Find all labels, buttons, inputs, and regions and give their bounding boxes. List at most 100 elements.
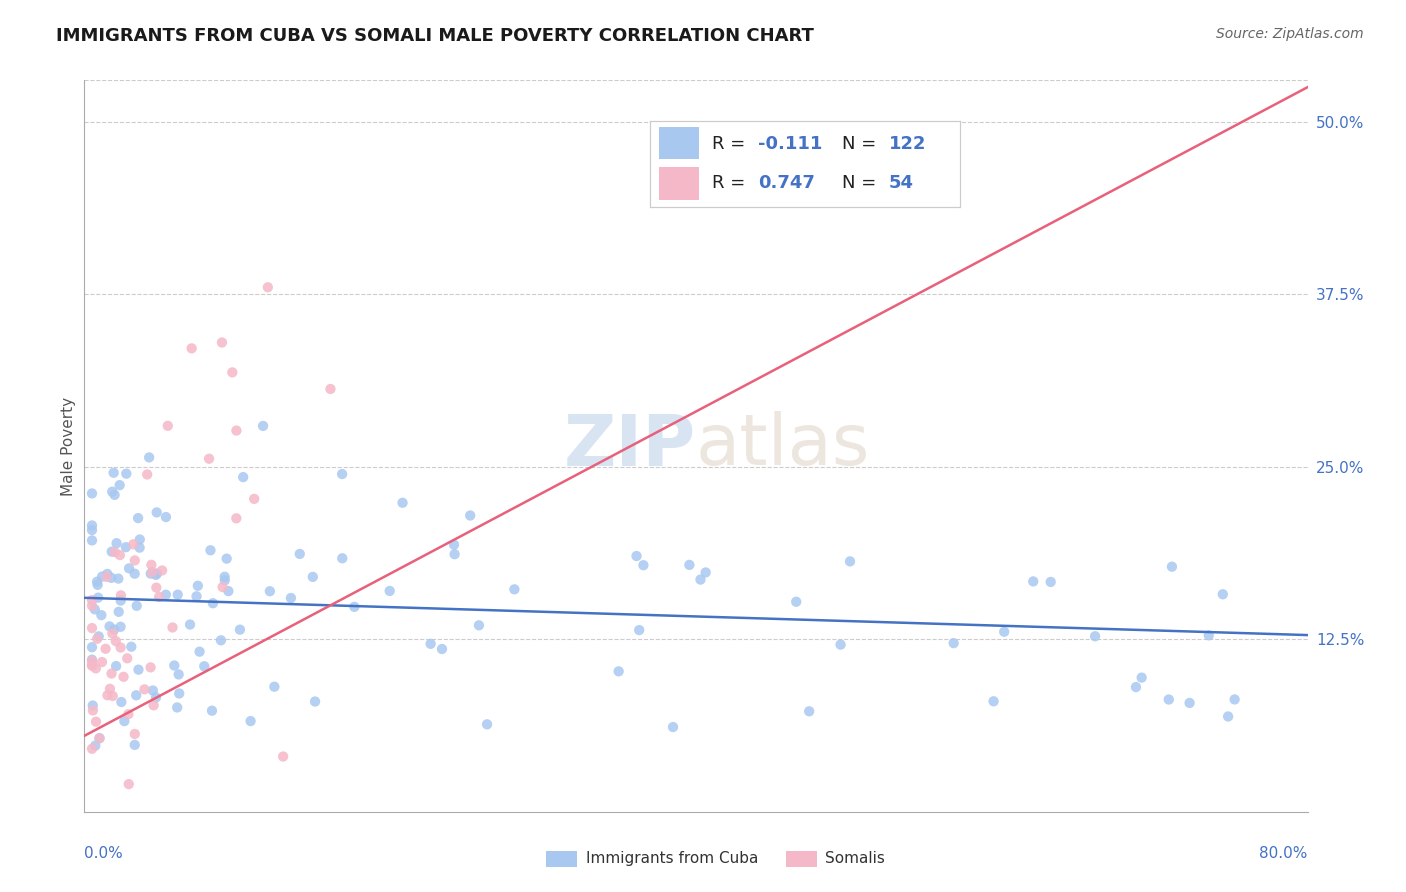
Point [319, 382, 342, 396]
Point [301, 570, 323, 584]
Point [145, 690, 167, 705]
Text: ZIP: ZIP [564, 411, 696, 481]
Point [180, 342, 202, 356]
Text: atlas: atlas [696, 411, 870, 481]
Point [80, 654, 103, 668]
Point [96, 570, 118, 584]
Point [80, 593, 103, 607]
Text: R =: R = [711, 174, 751, 192]
Point [84, 661, 107, 675]
Point [80, 657, 103, 672]
Point [110, 593, 132, 607]
Point [124, 566, 146, 581]
Point [127, 663, 149, 677]
Point [259, 584, 281, 599]
Point [112, 714, 135, 728]
Point [115, 467, 138, 481]
Point [110, 620, 132, 634]
Point [104, 488, 127, 502]
Point [343, 599, 366, 614]
Point [80, 518, 103, 533]
Point [330, 467, 353, 481]
Point [122, 537, 145, 551]
Point [138, 450, 160, 465]
Point [288, 547, 311, 561]
Point [84, 739, 107, 753]
Point [628, 623, 651, 637]
Point [443, 538, 465, 552]
Point [80, 599, 103, 613]
Point [128, 541, 150, 555]
Point [98, 619, 121, 633]
Point [662, 720, 685, 734]
Point [211, 580, 233, 594]
Point [166, 700, 188, 714]
Bar [659, 167, 699, 200]
Text: N =: N = [842, 135, 883, 153]
Point [607, 665, 630, 679]
Point [257, 280, 280, 294]
Point [378, 583, 401, 598]
Y-axis label: Male Poverty: Male Poverty [60, 396, 76, 496]
Point [200, 543, 222, 558]
Point [103, 623, 125, 637]
Point [110, 695, 132, 709]
Point [198, 451, 221, 466]
Point [108, 548, 131, 562]
Point [167, 686, 190, 700]
Point [83, 602, 105, 616]
Point [209, 633, 232, 648]
Point [211, 335, 233, 350]
Point [80, 621, 103, 635]
Point [86, 578, 108, 592]
Point [1039, 574, 1062, 589]
Point [193, 659, 215, 673]
Point [419, 637, 441, 651]
Point [124, 553, 146, 567]
Point [101, 484, 124, 499]
Point [134, 682, 156, 697]
Point [443, 547, 465, 561]
Point [830, 638, 852, 652]
Point [80, 640, 103, 655]
Point [136, 467, 159, 482]
Text: 0.747: 0.747 [758, 174, 815, 192]
Point [80, 523, 103, 537]
Point [141, 558, 163, 572]
Point [94, 641, 117, 656]
Point [108, 478, 131, 492]
Point [239, 714, 262, 728]
Text: IMMIGRANTS FROM CUBA VS SOMALI MALE POVERTY CORRELATION CHART: IMMIGRANTS FROM CUBA VS SOMALI MALE POVE… [56, 27, 814, 45]
Point [243, 491, 266, 506]
Text: Immigrants from Cuba: Immigrants from Cuba [586, 852, 758, 866]
Point [678, 558, 700, 572]
Point [104, 545, 127, 559]
Point [145, 581, 167, 595]
Point [125, 599, 148, 613]
Point [155, 588, 177, 602]
Point [148, 590, 170, 604]
Point [162, 620, 184, 634]
Point [179, 617, 201, 632]
Point [458, 508, 481, 523]
Point [145, 505, 167, 519]
Point [1084, 629, 1107, 643]
Point [799, 704, 821, 718]
Point [115, 651, 138, 665]
Point [1216, 709, 1239, 723]
Point [105, 536, 128, 550]
Point [86, 632, 108, 646]
Point [391, 496, 413, 510]
Point [142, 683, 165, 698]
Point [100, 666, 122, 681]
Point [1178, 696, 1201, 710]
Point [101, 626, 124, 640]
Point [633, 558, 655, 573]
Point [475, 717, 498, 731]
Point [90, 608, 112, 623]
Point [1161, 559, 1184, 574]
Text: -0.111: -0.111 [758, 135, 823, 153]
Point [229, 623, 252, 637]
Point [112, 670, 135, 684]
Point [1212, 587, 1234, 601]
